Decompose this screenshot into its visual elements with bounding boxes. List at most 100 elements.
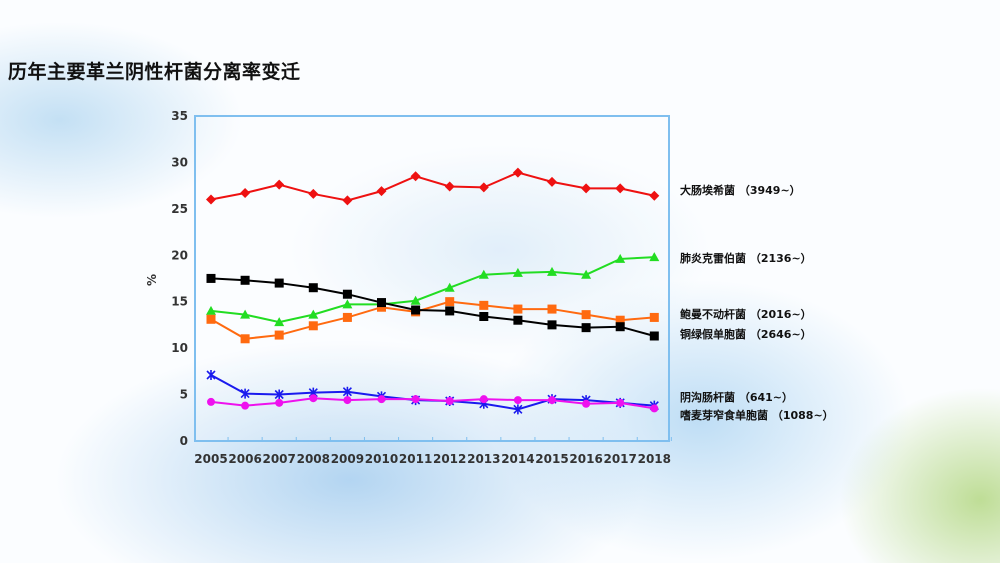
data-point: [308, 309, 319, 319]
x-tick-label: 2015: [535, 452, 568, 466]
data-point: [444, 282, 455, 292]
data-point: [410, 295, 421, 305]
y-tick-label: 35: [171, 109, 188, 123]
data-point: [615, 315, 625, 325]
data-point: [581, 323, 591, 333]
data-point: [548, 396, 556, 405]
data-point: [206, 305, 216, 315]
data-point: [377, 395, 386, 404]
data-point: [309, 394, 318, 403]
x-tick-label: 2005: [194, 452, 227, 466]
series-line: [210, 300, 655, 340]
data-point: [547, 176, 557, 187]
data-point: [376, 186, 387, 197]
data-point: [377, 298, 386, 308]
data-point: [240, 309, 251, 319]
data-point: [274, 317, 285, 327]
data-point: [410, 171, 421, 182]
data-point: [444, 181, 455, 192]
legend-entry: 嗜麦芽窄食单胞菌 （1088~）: [680, 409, 834, 422]
y-tick-label: 5: [180, 388, 188, 402]
series-line: [210, 256, 655, 324]
data-point: [343, 396, 352, 405]
x-tick-label: 2010: [365, 452, 398, 466]
data-point: [479, 395, 488, 404]
data-point: [240, 334, 250, 344]
data-point: [547, 266, 557, 276]
data-point: [478, 182, 489, 193]
data-point: [342, 195, 353, 206]
data-point: [240, 388, 250, 399]
data-point: [649, 312, 659, 322]
y-tick-label: 20: [171, 248, 188, 262]
data-point: [479, 300, 489, 310]
x-tick-label: 2017: [603, 452, 636, 466]
data-point: [649, 190, 660, 201]
series-3: [206, 273, 659, 341]
data-point: [581, 183, 592, 194]
data-point: [206, 194, 216, 205]
data-point: [649, 252, 660, 262]
data-point: [342, 299, 353, 309]
data-point: [650, 404, 659, 413]
data-point: [445, 397, 454, 405]
data-point: [581, 269, 592, 279]
data-point: [342, 386, 352, 397]
series-line: [210, 397, 655, 410]
y-axis-label: %: [145, 274, 159, 286]
legend-entry: 阴沟肠杆菌 （641~）: [680, 391, 794, 404]
data-point: [342, 289, 352, 299]
data-point: [547, 320, 557, 330]
series-line: [210, 171, 655, 202]
y-tick-label: 10: [171, 341, 188, 355]
data-point: [240, 188, 251, 198]
data-point: [411, 305, 421, 315]
data-point: [240, 275, 250, 285]
data-point: [206, 314, 216, 324]
data-point: [308, 188, 319, 199]
series-line: [210, 277, 655, 337]
x-tick-label: 2006: [228, 452, 261, 466]
x-tick-label: 2009: [331, 452, 364, 466]
data-point: [274, 389, 284, 400]
y-tick-label: 25: [171, 202, 188, 216]
y-tick-label: 30: [171, 155, 188, 169]
data-point: [615, 183, 626, 194]
legend-entry: 肺炎克雷伯菌 （2136~）: [680, 252, 812, 265]
data-point: [411, 395, 420, 404]
legend-entry: 鲍曼不动杆菌 （2016~）: [680, 308, 812, 321]
x-tick-label: 2016: [569, 452, 602, 466]
data-point: [547, 304, 557, 314]
data-point: [377, 302, 386, 312]
x-tick-label: 2007: [262, 452, 295, 466]
data-point: [342, 312, 352, 322]
data-point: [582, 399, 591, 408]
series-0: [206, 167, 660, 206]
data-point: [512, 167, 523, 178]
data-point: [308, 283, 318, 293]
data-point: [274, 330, 284, 340]
data-point: [478, 269, 489, 279]
data-point: [513, 304, 523, 314]
x-tick-label: 2018: [638, 452, 671, 466]
data-point: [513, 315, 523, 325]
data-point: [308, 321, 318, 331]
page-title: 历年主要革兰阴性杆菌分离率变迁: [8, 61, 301, 83]
x-tick-label: 2012: [433, 452, 466, 466]
data-point: [206, 370, 216, 380]
y-tick-label: 15: [171, 295, 188, 309]
data-point: [479, 312, 489, 321]
plot-area: [194, 115, 670, 442]
data-point: [241, 401, 250, 410]
data-point: [207, 397, 215, 406]
x-tick-label: 2014: [501, 452, 534, 466]
data-point: [513, 404, 523, 415]
data-point: [649, 331, 659, 341]
data-point: [445, 297, 455, 307]
data-point: [275, 398, 284, 407]
x-tick-label: 2013: [467, 452, 500, 466]
data-point: [581, 310, 591, 320]
data-point: [512, 267, 523, 277]
data-point: [445, 306, 455, 316]
